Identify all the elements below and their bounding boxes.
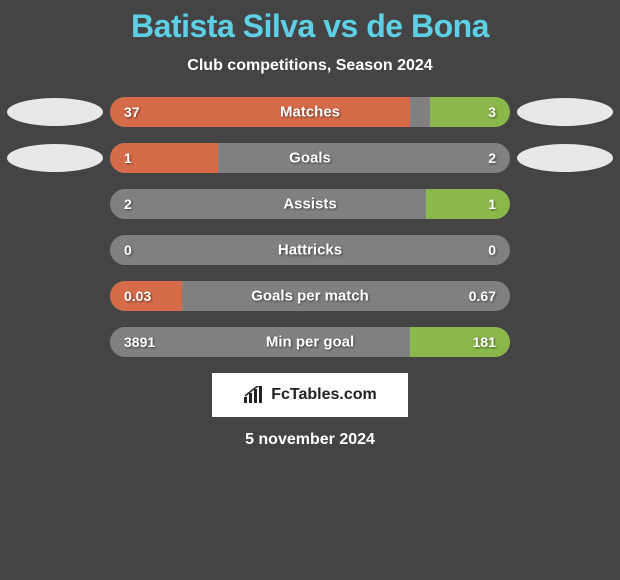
stat-value-left: 2 bbox=[124, 196, 132, 212]
bar-segment-right bbox=[426, 189, 510, 219]
stat-bar: Min per goal 3891 181 bbox=[110, 327, 510, 357]
stat-row: Assists 2 1 bbox=[0, 189, 620, 219]
page-title: Batista Silva vs de Bona bbox=[0, 8, 620, 45]
stats-list: Matches 37 3 Goals 1 2 Assists 2 1 Hattricks 0 0 Goa… bbox=[0, 97, 620, 357]
player-avatar-right bbox=[517, 144, 613, 172]
branding-badge[interactable]: FcTables.com bbox=[212, 373, 408, 417]
bar-segment-right bbox=[430, 97, 510, 127]
stat-label: Goals per match bbox=[251, 288, 369, 305]
bar-chart-icon bbox=[243, 386, 265, 404]
avatar-cell-left bbox=[0, 144, 110, 172]
stat-row: Goals 1 2 bbox=[0, 143, 620, 173]
stat-bar: Hattricks 0 0 bbox=[110, 235, 510, 265]
player-avatar-right bbox=[517, 98, 613, 126]
page-subtitle: Club competitions, Season 2024 bbox=[0, 57, 620, 75]
avatar-cell-right bbox=[510, 98, 620, 126]
stat-label: Goals bbox=[289, 150, 331, 167]
stat-bar: Goals per match 0.03 0.67 bbox=[110, 281, 510, 311]
player-avatar-left bbox=[7, 144, 103, 172]
stat-label: Matches bbox=[280, 104, 340, 121]
bar-segment-left bbox=[110, 97, 410, 127]
stat-bar: Matches 37 3 bbox=[110, 97, 510, 127]
stat-label: Assists bbox=[283, 196, 336, 213]
stat-value-left: 1 bbox=[124, 150, 132, 166]
brand-text: FcTables.com bbox=[271, 386, 377, 404]
stat-bar: Assists 2 1 bbox=[110, 189, 510, 219]
player-avatar-left bbox=[7, 98, 103, 126]
footer-date: 5 november 2024 bbox=[0, 431, 620, 449]
stat-value-left: 37 bbox=[124, 104, 140, 120]
stat-row: Matches 37 3 bbox=[0, 97, 620, 127]
stat-row: Hattricks 0 0 bbox=[0, 235, 620, 265]
stat-value-left: 0 bbox=[124, 242, 132, 258]
stat-label: Hattricks bbox=[278, 242, 342, 259]
stat-value-left: 3891 bbox=[124, 334, 155, 350]
comparison-widget: Batista Silva vs de Bona Club competitio… bbox=[0, 0, 620, 449]
stat-value-right: 2 bbox=[488, 150, 496, 166]
stat-row: Goals per match 0.03 0.67 bbox=[0, 281, 620, 311]
stat-value-right: 1 bbox=[488, 196, 496, 212]
stat-value-right: 0 bbox=[488, 242, 496, 258]
stat-bar: Goals 1 2 bbox=[110, 143, 510, 173]
stat-value-left: 0.03 bbox=[124, 288, 151, 304]
stat-value-right: 3 bbox=[488, 104, 496, 120]
avatar-cell-right bbox=[510, 144, 620, 172]
stat-value-right: 0.67 bbox=[469, 288, 496, 304]
avatar-cell-left bbox=[0, 98, 110, 126]
stat-label: Min per goal bbox=[266, 334, 354, 351]
stat-value-right: 181 bbox=[473, 334, 496, 350]
stat-row: Min per goal 3891 181 bbox=[0, 327, 620, 357]
